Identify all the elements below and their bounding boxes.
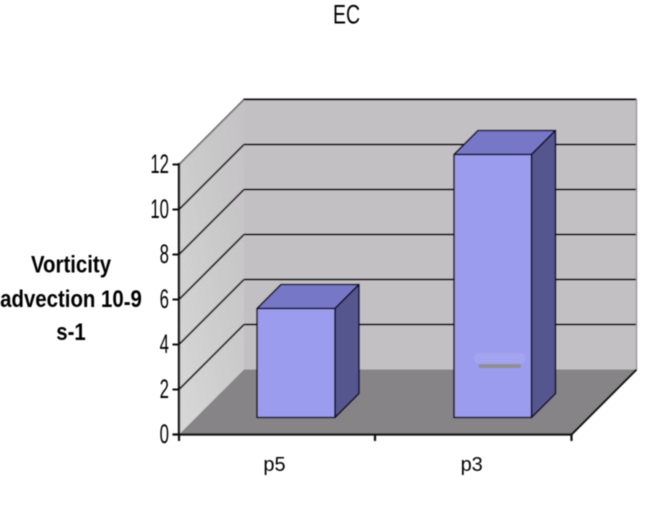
svg-text:2: 2 (160, 374, 169, 404)
svg-text:p5: p5 (263, 454, 285, 476)
svg-text:12: 12 (150, 149, 169, 179)
svg-text:advection 10-9: advection 10-9 (0, 285, 142, 315)
svg-text:6: 6 (160, 284, 169, 314)
svg-text:0: 0 (160, 419, 169, 449)
svg-text:s-1: s-1 (56, 318, 85, 345)
svg-text:Vorticity: Vorticity (31, 251, 112, 278)
svg-text:10: 10 (150, 194, 169, 224)
svg-text:p3: p3 (461, 454, 483, 476)
svg-text:4: 4 (160, 329, 169, 359)
svg-text:8: 8 (160, 239, 169, 269)
svg-text:EC: EC (333, 0, 360, 29)
